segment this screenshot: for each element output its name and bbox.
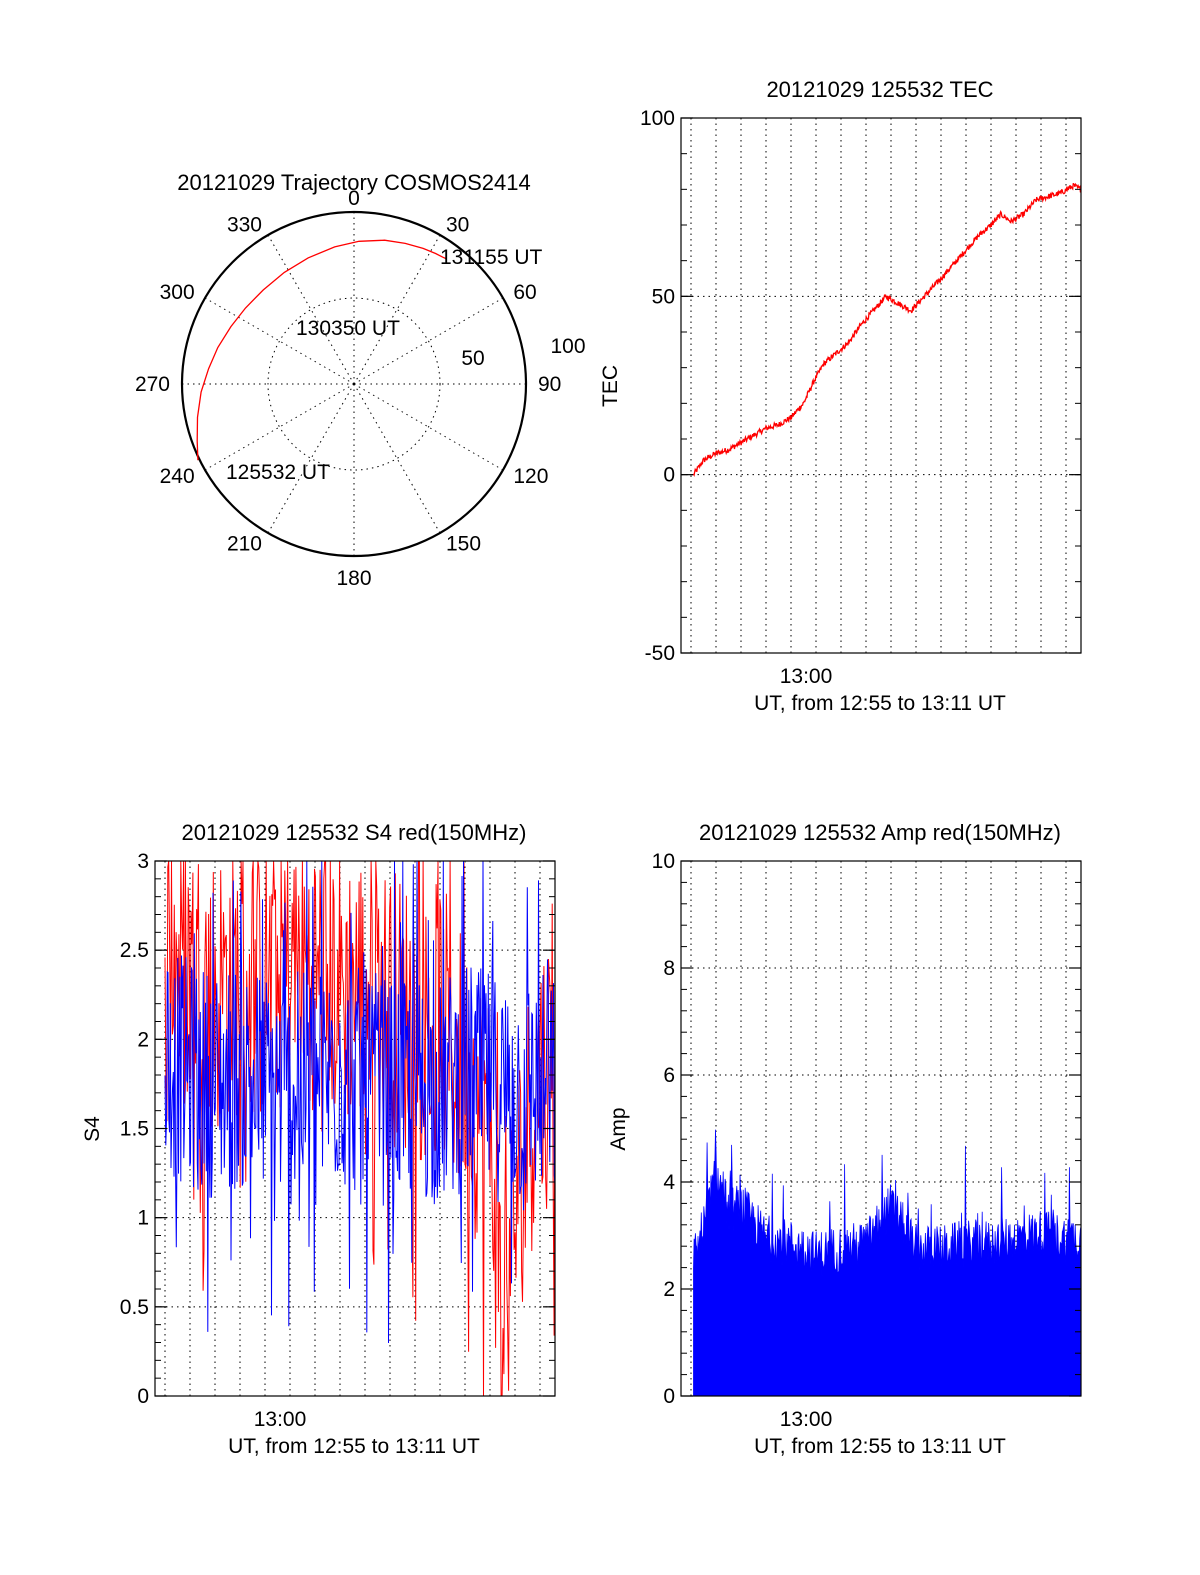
s4-panel: 20121029 125532 S4 red(150MHz) 0 0.5 1 1.5 2…	[81, 820, 556, 1458]
s4-y-tick-label: 0.5	[120, 1296, 149, 1319]
tec-y-tick-label: -50	[645, 642, 675, 665]
polar-spoke	[204, 297, 355, 385]
polar-azimuth-tick: 300	[160, 281, 195, 304]
s4-y-tick-label: 2.5	[120, 939, 149, 962]
polar-radius-tick-100: 100	[550, 335, 585, 358]
polar-spoke	[353, 383, 504, 471]
polar-radius-tick-50: 50	[461, 347, 484, 370]
polar-azimuth-tick: 270	[135, 373, 170, 396]
tec-y-axis-label: TEC	[599, 365, 622, 407]
tec-grid	[681, 118, 1081, 653]
polar-spoke	[353, 383, 441, 534]
trajectory-start-label: 125532 UT	[226, 461, 330, 484]
amp-y-tick-label: 10	[652, 850, 675, 873]
amp-x-axis-label: UT, from 12:55 to 13:11 UT	[754, 1435, 1006, 1458]
polar-azimuth-tick: 240	[160, 465, 195, 488]
tec-panel: 20121029 125532 TEC -50 0 50 100 13:00 UT, …	[599, 77, 1082, 715]
polar-azimuth-tick: 0	[348, 187, 360, 210]
s4-y-tick-label: 1	[137, 1207, 149, 1230]
amp-blue-fill	[693, 1129, 1082, 1397]
s4-x-axis-label: UT, from 12:55 to 13:11 UT	[228, 1435, 480, 1458]
s4-x-tick-label: 13:00	[254, 1408, 307, 1431]
trajectory-mid-label: 130350 UT	[296, 317, 400, 340]
amp-panel: 20121029 125532 Amp red(150MHz) 0246810 …	[607, 820, 1082, 1458]
trajectory-panel: 20121029 Trajectory COSMOS2414 50 100 0 3…	[135, 170, 586, 590]
polar-azimuth-tick: 120	[513, 465, 548, 488]
s4-y-axis-label: S4	[81, 1116, 104, 1142]
amp-y-tick-label: 2	[663, 1278, 675, 1301]
polar-azimuth-tick: 150	[446, 532, 481, 555]
amp-y-tick-label: 0	[663, 1385, 675, 1408]
amp-title: 20121029 125532 Amp red(150MHz)	[699, 820, 1061, 845]
polar-azimuth-tick: 60	[513, 281, 536, 304]
polar-spoke	[353, 297, 504, 385]
tec-y-ticks: -50 0 50 100	[640, 107, 1081, 665]
polar-spoke	[353, 234, 441, 385]
trajectory-track	[196, 239, 447, 461]
trajectory-title: 20121029 Trajectory COSMOS2414	[177, 170, 530, 195]
tec-y-tick-label: 0	[663, 464, 675, 487]
trajectory-end-label: 131155 UT	[440, 246, 543, 269]
amp-y-axis-label: Amp	[607, 1107, 630, 1150]
polar-inner-circle	[267, 297, 441, 471]
polar-azimuth-tick: 210	[227, 532, 262, 555]
tec-title: 20121029 125532 TEC	[766, 77, 993, 102]
s4-y-tick-label: 2	[137, 1028, 149, 1051]
tec-series-line	[692, 182, 1082, 478]
s4-blue-series	[164, 860, 556, 1344]
amp-plot-frame	[680, 860, 1082, 1397]
tec-x-tick-label: 13:00	[780, 665, 833, 688]
s4-y-ticks: 0 0.5 1 1.5 2 2.5 3	[120, 850, 555, 1408]
polar-spoke	[267, 383, 355, 534]
tec-y-tick-label: 50	[652, 285, 675, 308]
polar-grid	[180, 210, 528, 558]
amp-y-tick-label: 6	[663, 1064, 675, 1087]
polar-azimuth-tick: 180	[336, 567, 371, 590]
polar-spoke	[204, 383, 355, 471]
amp-y-tick-label: 4	[663, 1171, 675, 1194]
s4-blue-line	[164, 860, 556, 1344]
polar-azimuth-tick: 330	[227, 214, 262, 237]
amp-fill-area	[693, 1129, 1082, 1397]
tec-y-tick-label: 100	[640, 107, 675, 130]
tec-x-axis-label: UT, from 12:55 to 13:11 UT	[754, 692, 1006, 715]
polar-azimuth-tick: 90	[538, 373, 561, 396]
amp-y-ticks: 0 2 4 6 8 10	[652, 850, 1081, 1408]
s4-y-tick-label: 3	[137, 850, 149, 873]
s4-title: 20121029 125532 S4 red(150MHz)	[182, 820, 527, 845]
polar-spoke	[267, 234, 355, 385]
tec-plot-frame	[680, 117, 1082, 654]
polar-azimuth-tick: 30	[446, 214, 469, 237]
s4-y-tick-label: 0	[137, 1385, 149, 1408]
s4-y-tick-label: 1.5	[120, 1118, 149, 1141]
polar-azimuth-ticks: 0 30 60 90 120 150 180 210 240 270 300 330	[135, 187, 561, 590]
amp-y-tick-label: 8	[663, 957, 675, 980]
amp-x-tick-label: 13:00	[780, 1408, 833, 1431]
